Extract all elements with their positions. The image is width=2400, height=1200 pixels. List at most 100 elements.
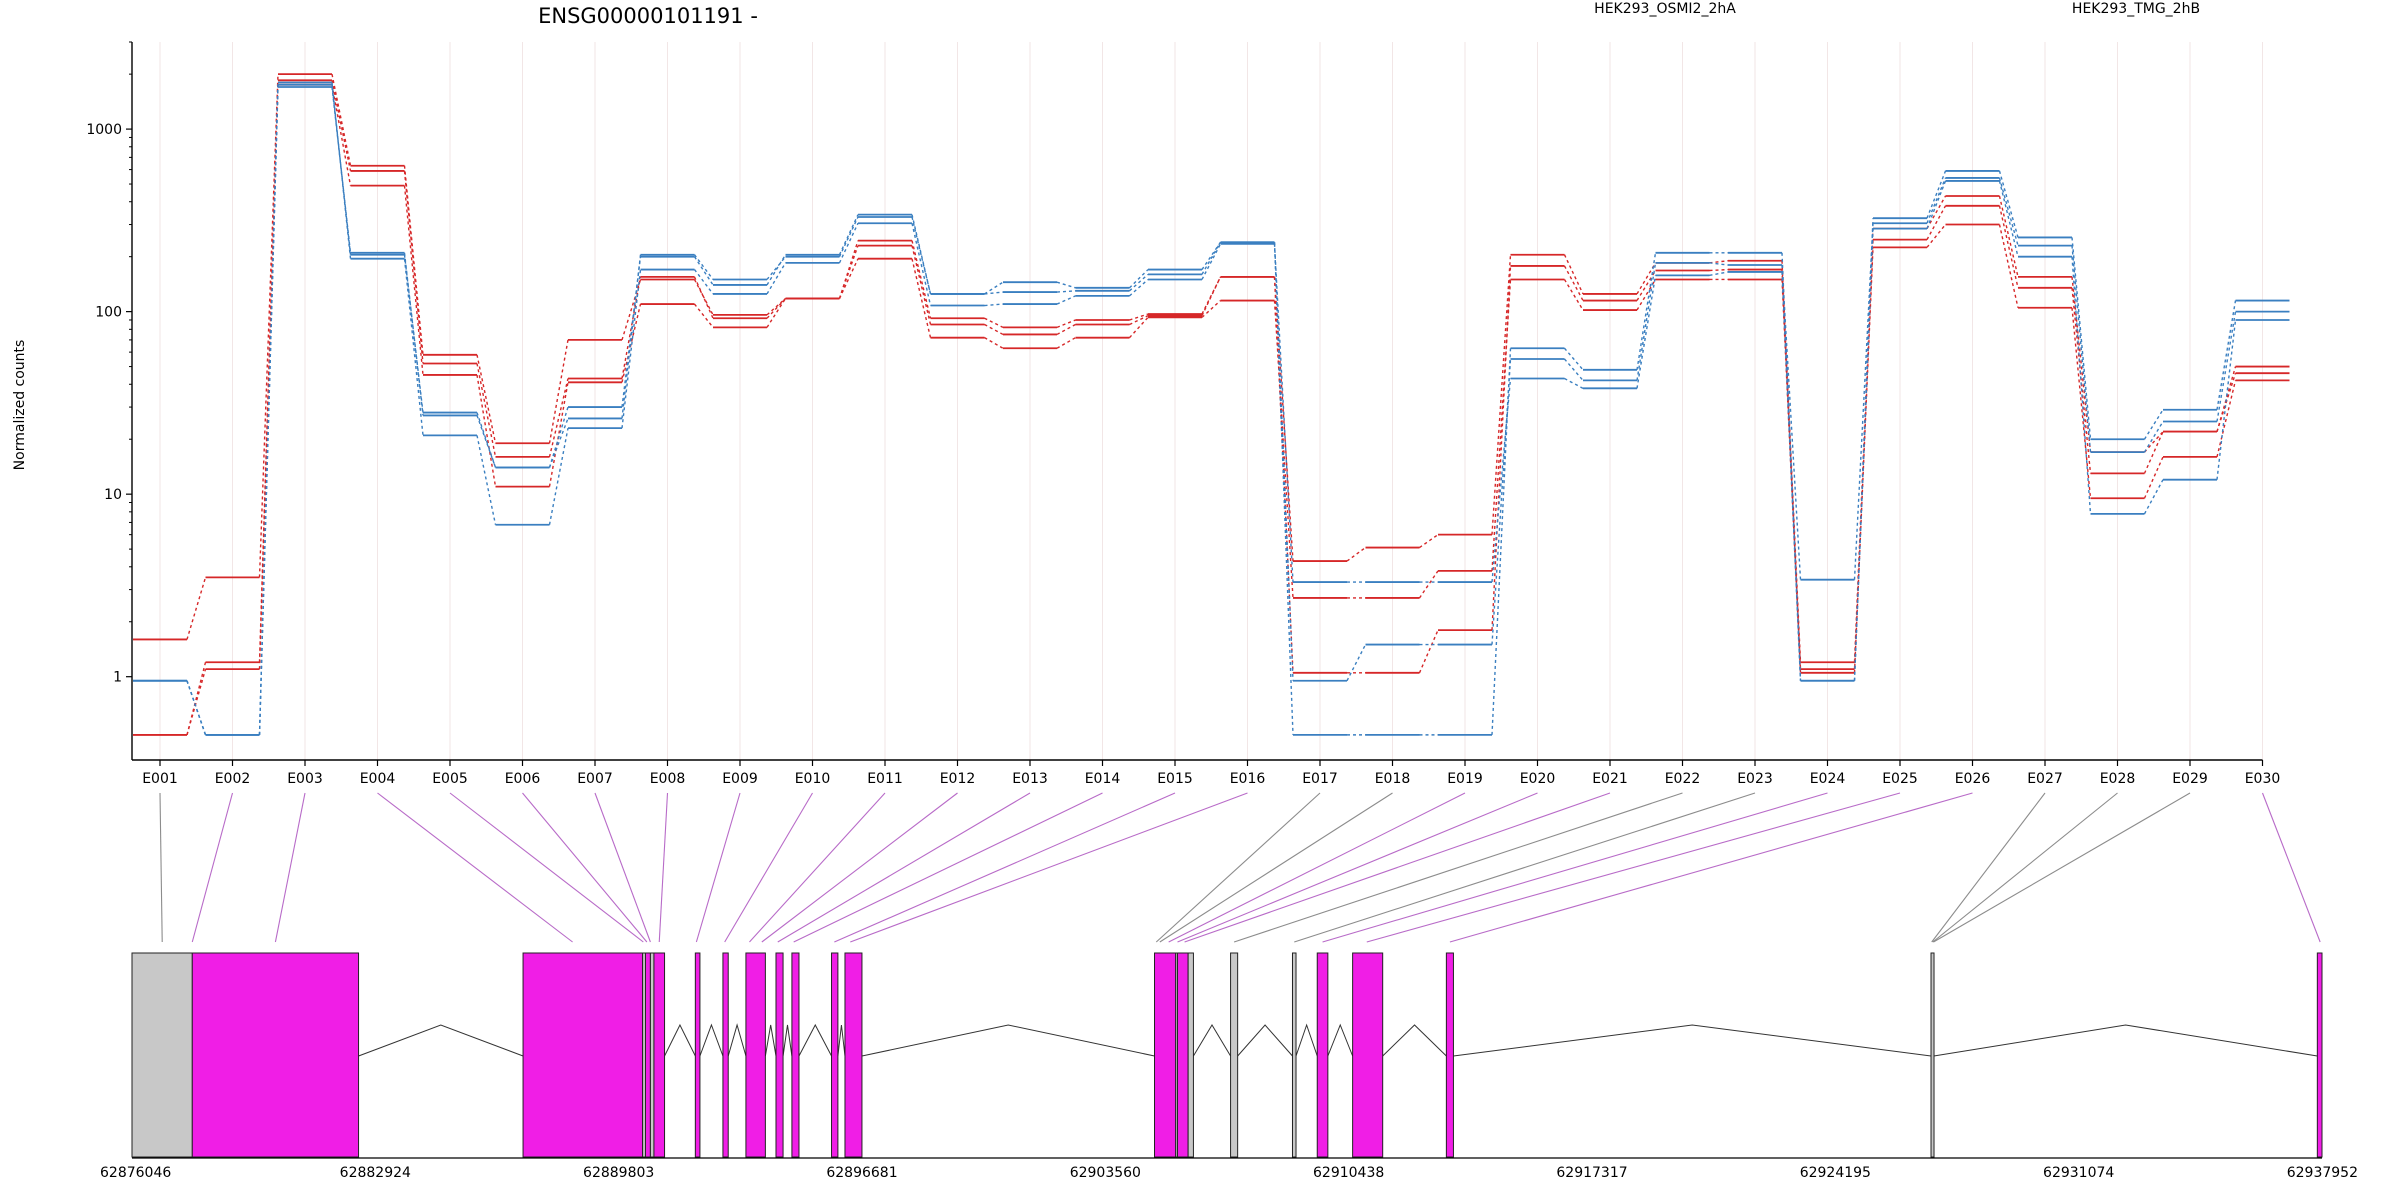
connector-E007: [594, 792, 651, 943]
series-segment: [1998, 205, 2019, 288]
series-segment: [1201, 300, 1221, 318]
series-segment: [1563, 347, 1584, 371]
connector-E013: [777, 792, 1031, 943]
intron: [1453, 1024, 1932, 1057]
series-3: [133, 79, 2290, 736]
series-segment: [476, 412, 497, 468]
series-segment: [911, 223, 932, 306]
x-tick-label-E025: E025: [1882, 771, 1918, 787]
exon-block-untested: [649, 952, 655, 1158]
connector-E023: [1294, 792, 1756, 943]
series-segment: [984, 303, 1004, 307]
series-segment: [1273, 276, 1294, 673]
exon-block: [1316, 952, 1329, 1158]
x-tick-label-E021: E021: [1592, 771, 1628, 787]
x-tick-label-E019: E019: [1447, 771, 1483, 787]
connector-E001: [159, 792, 163, 943]
intron: [358, 1024, 524, 1057]
series-segment: [1636, 270, 1657, 301]
connector-E003: [274, 792, 306, 943]
intron: [764, 1024, 777, 1057]
series-segment: [2216, 372, 2237, 432]
series-segment: [1128, 316, 1149, 339]
series-segment: [1563, 265, 1584, 301]
series-segment: [766, 298, 787, 319]
series-segment: [1926, 195, 1947, 229]
x-tick-label-E008: E008: [650, 771, 686, 787]
intron: [1327, 1023, 1354, 1057]
series-segment: [911, 216, 932, 295]
y-tick-label: 100: [95, 305, 122, 321]
x-tick-label-E013: E013: [1012, 771, 1048, 787]
genomic-coordinate-axis: 62876046 62882924 62889803 62896681 62903560…: [100, 1157, 2358, 1181]
series-segment: [984, 323, 1004, 336]
series-segment: [403, 254, 424, 413]
x-tick-label-E020: E020: [1520, 771, 1556, 787]
series-segment: [1998, 180, 2019, 257]
exon-block: [2316, 952, 2323, 1158]
series-segment: [331, 84, 352, 186]
series-segment: [1129, 315, 1149, 326]
y-tick-label: 10: [104, 487, 122, 503]
series-segment: [331, 80, 352, 172]
series-segment: [1998, 170, 2019, 238]
series-segment: [1056, 281, 1076, 289]
genomic-tick-label: 62903560: [1070, 1165, 1141, 1181]
series-segment: [1636, 252, 1657, 370]
series-4: [133, 86, 2290, 736]
series-segment: [1273, 242, 1294, 735]
series-segment: [476, 374, 497, 487]
series-segment: [2071, 237, 2092, 440]
series-segment: [766, 254, 787, 286]
series-segment: [1273, 242, 1294, 681]
x-tick-label-E017: E017: [1302, 771, 1338, 787]
series-segment: [2143, 431, 2164, 453]
series-segment: [1201, 243, 1222, 280]
series-segment: [1129, 269, 1149, 289]
connector-E014: [793, 792, 1103, 943]
series-segment: [838, 216, 859, 257]
legend-entry-group-b: HEK293_TMG_2hB: [2072, 1, 2200, 17]
series-segment: [2143, 431, 2164, 474]
series-segment: [911, 245, 932, 325]
series-segment: [766, 297, 786, 316]
x-tick-label-E026: E026: [1955, 771, 1991, 787]
exon-block-untested: [1930, 952, 1935, 1158]
series-segment: [186, 668, 207, 736]
series-segment: [693, 279, 714, 316]
series-segment: [476, 363, 497, 458]
series-segment: [1563, 358, 1584, 381]
exon-block: [191, 952, 360, 1158]
exon-block: [694, 952, 701, 1158]
series-segment: [548, 378, 569, 458]
exon-block: [831, 952, 839, 1158]
series-segment: [1056, 290, 1076, 293]
series-segment: [1129, 273, 1149, 292]
series-segment: [1419, 534, 1439, 549]
connector-E005: [449, 792, 644, 943]
x-tick-label-E022: E022: [1665, 771, 1701, 787]
series-segment: [2143, 409, 2164, 440]
intron: [798, 1023, 832, 1057]
series-5: [133, 81, 2290, 736]
series-segment: [476, 435, 497, 525]
x-tick-label-E023: E023: [1737, 771, 1773, 787]
connector-E019: [1168, 792, 1466, 943]
series-segment: [1998, 224, 2019, 308]
series-segment: [984, 281, 1004, 295]
y-axis-label: Normalized counts: [12, 340, 28, 471]
series-segment: [838, 214, 859, 256]
series-segment: [1998, 195, 2019, 278]
series-segment: [1563, 254, 1584, 295]
series-segment: [1491, 348, 1512, 735]
vertical-gridlines: [159, 42, 2263, 760]
series-segment: [838, 245, 859, 299]
series-segment: [1781, 264, 1802, 580]
genomic-tick-label: 62876046: [100, 1165, 171, 1181]
x-tick-label-E010: E010: [795, 771, 831, 787]
connector-E024: [1322, 792, 1828, 943]
legend-entry-group-a: HEK293_OSMI2_2hA: [1594, 1, 1736, 17]
series-segment: [2216, 319, 2237, 480]
x-tick-label-E018: E018: [1375, 771, 1411, 787]
